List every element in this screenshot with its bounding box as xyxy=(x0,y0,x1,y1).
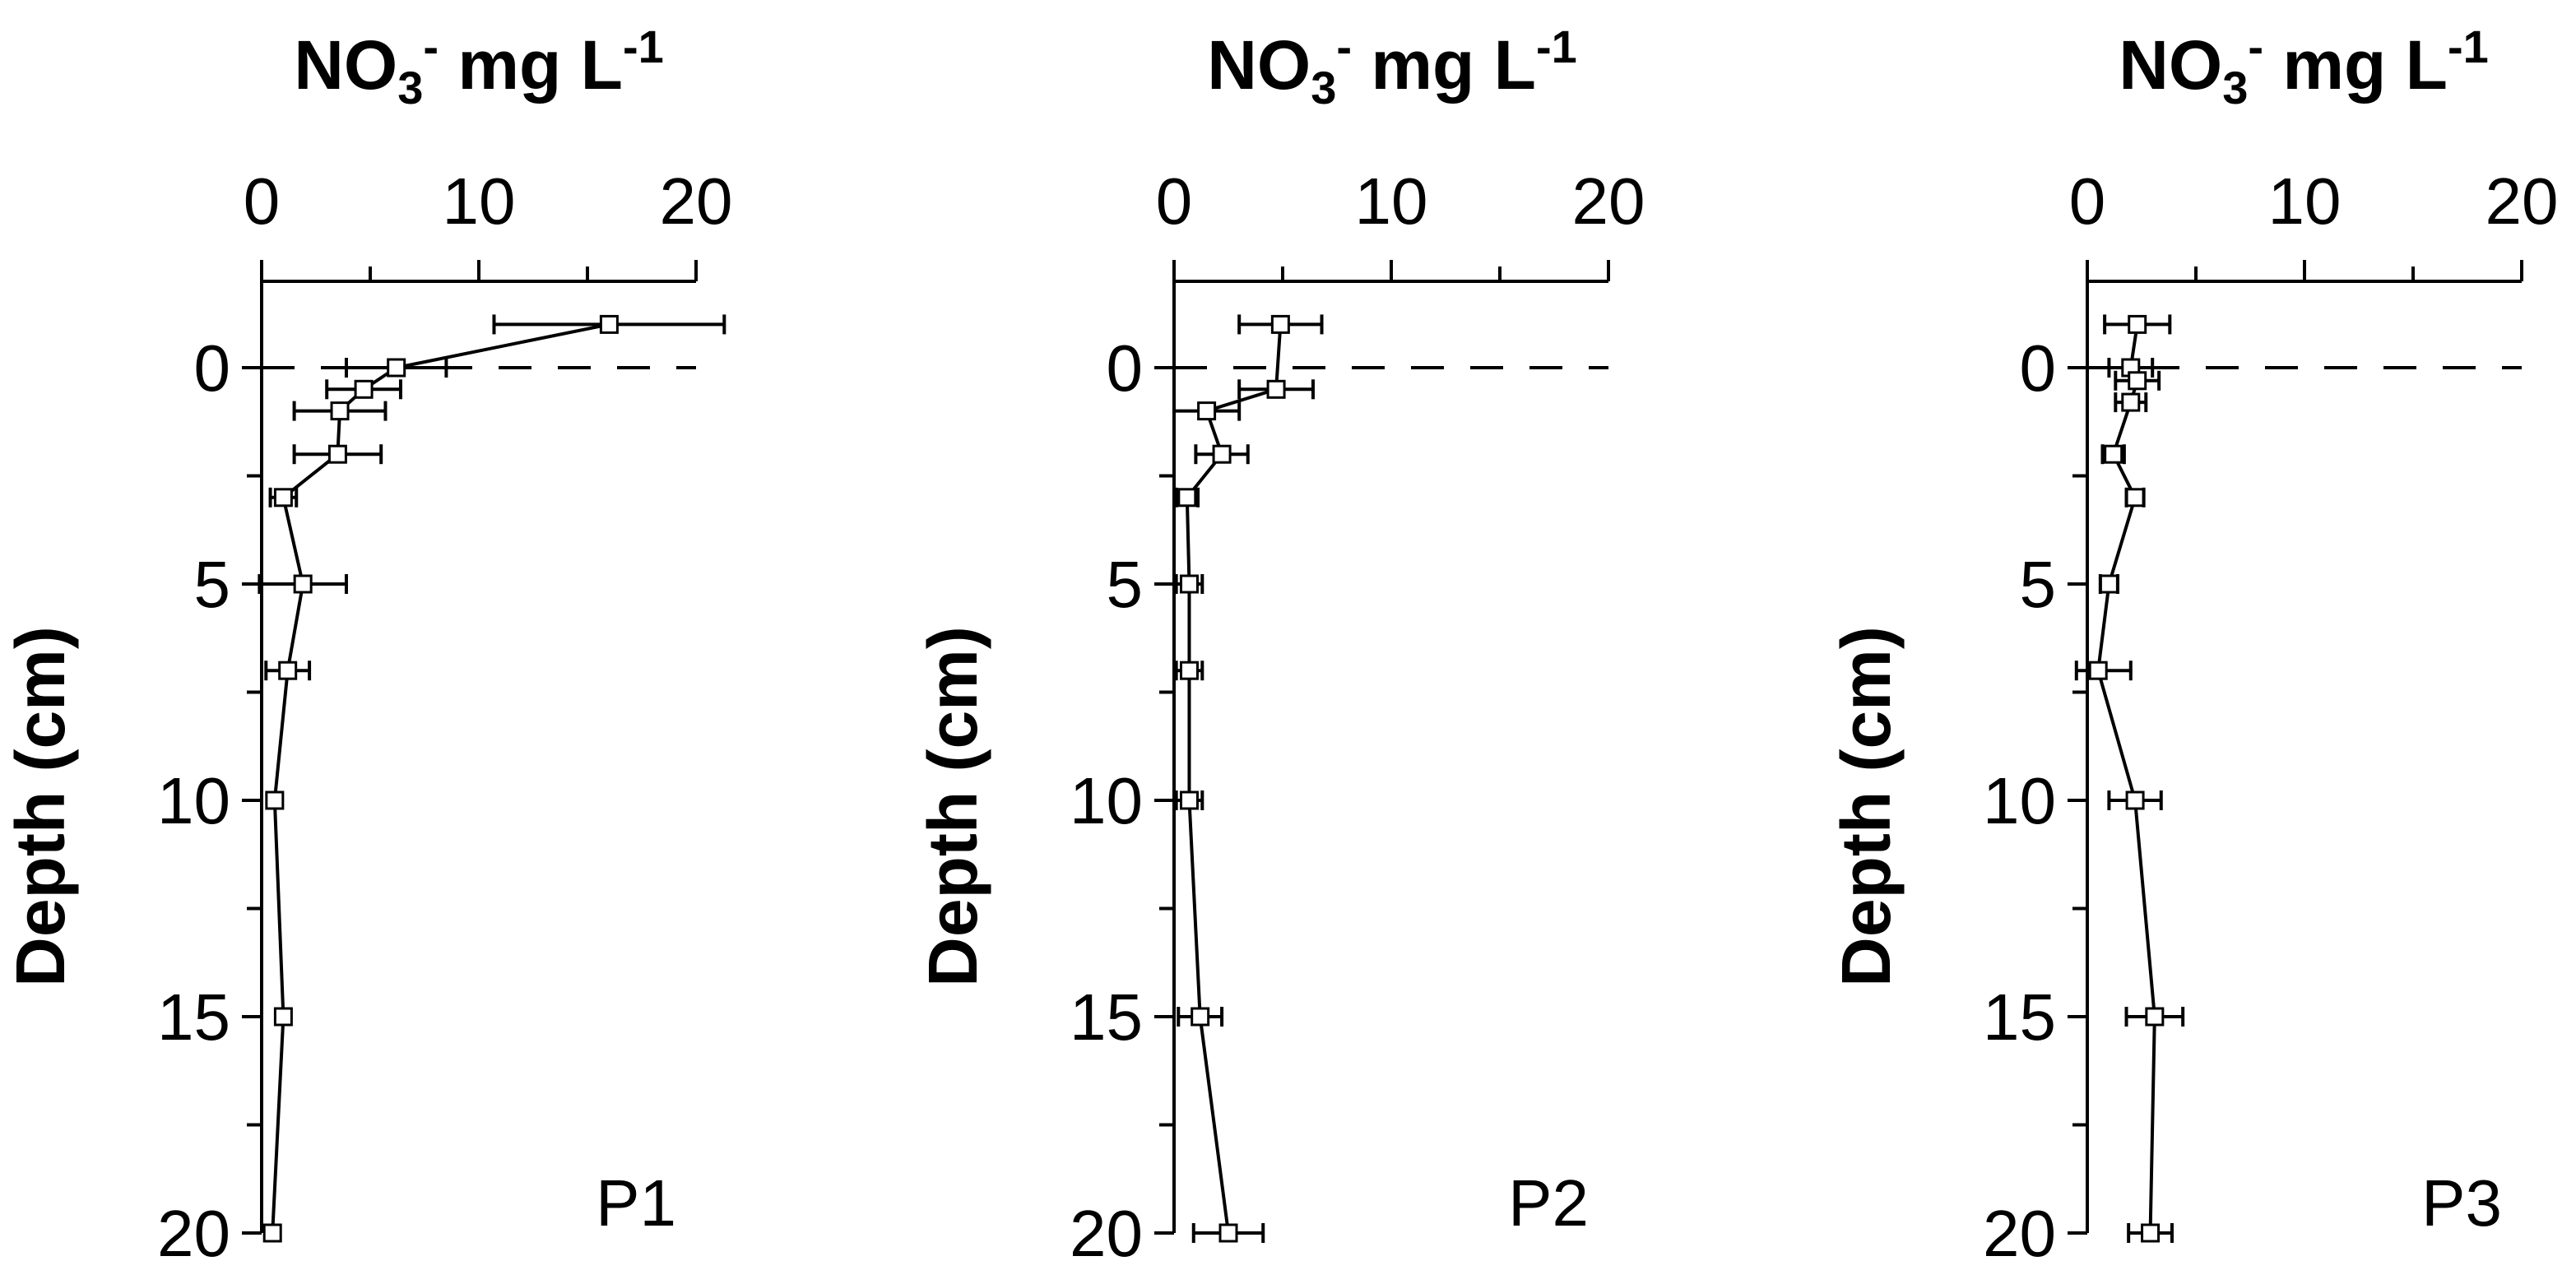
data-point xyxy=(293,574,313,594)
y-tick-label: 10 xyxy=(1070,764,1143,837)
x-tick-label: 20 xyxy=(660,165,733,238)
y-tick-label: 5 xyxy=(194,548,231,621)
x-tick-label: 0 xyxy=(1156,165,1193,238)
data-point xyxy=(2121,392,2141,412)
x-tick-label: 0 xyxy=(2069,165,2106,238)
data-point xyxy=(1179,574,1199,594)
panel-label: P1 xyxy=(596,1166,676,1240)
x-tick-label: 0 xyxy=(244,165,281,238)
y-tick-label: 5 xyxy=(2020,548,2057,621)
data-point xyxy=(1218,1223,1238,1243)
x-tick-label: 10 xyxy=(443,165,516,238)
y-tick-label: 10 xyxy=(157,764,230,837)
data-point xyxy=(2141,1223,2161,1243)
y-tick-label: 10 xyxy=(1983,764,2056,837)
data-point xyxy=(2125,790,2145,810)
panel-label: P2 xyxy=(1508,1166,1589,1240)
data-point xyxy=(273,1007,293,1027)
y-tick-label: 5 xyxy=(1107,548,1144,621)
data-point xyxy=(1197,401,1217,421)
data-point xyxy=(2125,488,2145,508)
x-tick-label: 10 xyxy=(1355,165,1428,238)
panel-label: P3 xyxy=(2421,1166,2502,1240)
data-point xyxy=(2145,1007,2165,1027)
data-point xyxy=(1266,379,1286,399)
y-tick-label: 20 xyxy=(157,1197,230,1270)
chart-title: NO3- mg L-1 xyxy=(294,21,664,114)
data-point xyxy=(599,314,619,334)
y-axis-title: Depth (cm) xyxy=(1827,626,1905,987)
y-tick-label: 15 xyxy=(1983,980,2056,1054)
data-point xyxy=(265,790,285,810)
data-point xyxy=(1191,1007,1210,1027)
data-point xyxy=(1179,661,1199,680)
y-tick-label: 20 xyxy=(1983,1197,2056,1270)
data-point xyxy=(327,444,347,464)
data-point xyxy=(1177,488,1197,508)
y-tick-label: 0 xyxy=(194,331,231,405)
series-line xyxy=(271,322,610,1234)
y-axis-title: Depth (cm) xyxy=(914,626,991,987)
y-tick-label: 15 xyxy=(157,980,230,1054)
series-line xyxy=(1185,324,1283,1234)
data-point xyxy=(2088,661,2108,680)
chart-title: NO3- mg L-1 xyxy=(2119,21,2489,114)
data-point xyxy=(262,1223,282,1243)
data-point xyxy=(2128,371,2147,391)
x-tick-label: 20 xyxy=(1572,165,1645,238)
y-tick-label: 0 xyxy=(2020,331,2057,405)
chart-title: NO3- mg L-1 xyxy=(1207,21,1577,114)
y-axis-title: Depth (cm) xyxy=(2,626,79,987)
data-point xyxy=(2104,444,2123,464)
data-point xyxy=(278,661,298,680)
x-tick-label: 20 xyxy=(2485,165,2559,238)
data-point xyxy=(1270,314,1290,334)
data-point xyxy=(354,379,374,399)
data-point xyxy=(273,488,293,508)
data-point xyxy=(2128,314,2147,334)
data-point xyxy=(2099,574,2119,594)
data-point xyxy=(330,401,350,421)
y-tick-label: 20 xyxy=(1070,1197,1143,1270)
y-tick-label: 0 xyxy=(1107,331,1144,405)
x-tick-label: 10 xyxy=(2268,165,2342,238)
data-point xyxy=(1179,790,1199,810)
data-point xyxy=(387,358,406,378)
y-tick-label: 15 xyxy=(1070,980,1143,1054)
data-point xyxy=(1212,444,1232,464)
